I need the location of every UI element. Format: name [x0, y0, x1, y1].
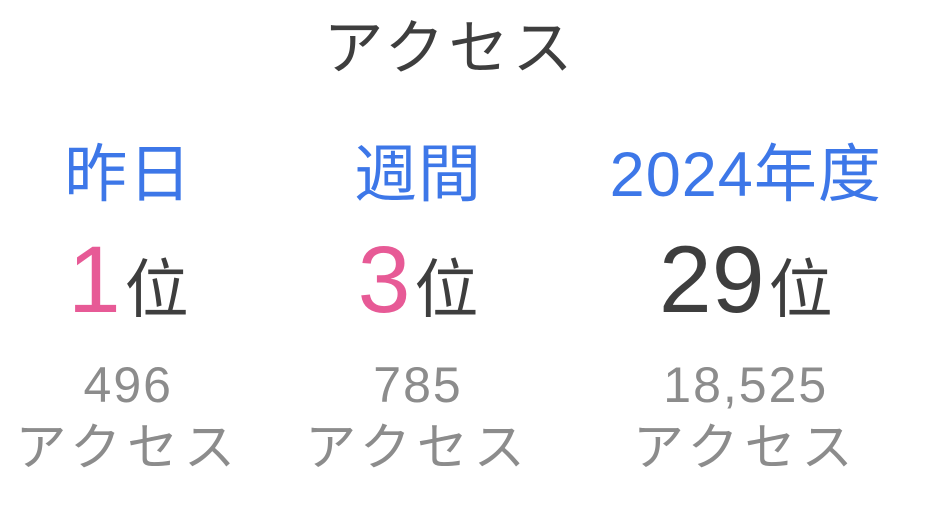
rank-yesterday: 1 位 — [67, 227, 189, 333]
stat-column-yesterday: 昨日 1 位 496 アクセス — [0, 144, 257, 473]
rank-unit-yesterday: 位 — [124, 254, 189, 326]
stat-column-weekly: 週間 3 位 785 アクセス — [257, 144, 580, 473]
stat-column-fy2024: 2024年度 29 位 18,525 アクセス — [580, 144, 913, 473]
period-link-yesterday[interactable]: 昨日 — [64, 140, 193, 210]
access-count-weekly: 785 — [373, 356, 463, 413]
access-count-label-fy2024: アクセス — [633, 418, 859, 476]
access-count-label-weekly: アクセス — [305, 418, 531, 476]
panel-title: アクセス — [323, 15, 577, 82]
rank-weekly: 3 位 — [357, 227, 479, 333]
access-count-yesterday: 496 — [83, 356, 173, 413]
access-count-label-yesterday: アクセス — [15, 418, 241, 476]
rank-unit-fy2024: 位 — [768, 254, 833, 326]
period-link-weekly[interactable]: 週間 — [354, 140, 482, 210]
period-link-fy2024[interactable]: 2024年度 — [609, 140, 882, 210]
rank-number-fy2024: 29 — [658, 227, 765, 333]
rank-number-yesterday: 1 — [67, 227, 121, 333]
access-count-fy2024: 18,525 — [663, 356, 829, 413]
rank-number-weekly: 3 — [357, 227, 411, 333]
rank-unit-weekly: 位 — [414, 254, 479, 326]
rank-fy2024: 29 位 — [658, 227, 833, 333]
stats-columns: 昨日 1 位 496 アクセス 週間 3 位 785 アクセス 2024年度 2… — [0, 144, 950, 473]
